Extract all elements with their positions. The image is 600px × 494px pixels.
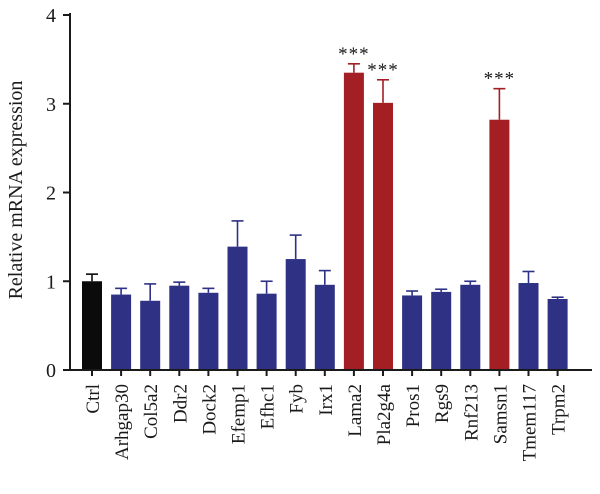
significance-label: *** — [338, 44, 370, 65]
y-tick-label: 4 — [46, 5, 56, 27]
x-tick-label: Pros1 — [403, 384, 424, 427]
bar-arhgap30 — [111, 294, 132, 370]
bar-dock2 — [198, 292, 219, 370]
x-axis-ticks: Ctrl Arhgap30 Col5a2 Ddr2 Dock2 Efemp1 Efhc1 Fy… — [83, 370, 570, 461]
x-tick-label: Ctrl — [83, 384, 104, 414]
x-tick-label: Efhc1 — [258, 384, 279, 429]
x-tick-label: Dock2 — [199, 384, 220, 435]
bar-pros1 — [402, 295, 423, 370]
x-tick-label: Tmem117 — [520, 384, 541, 461]
bar-irx1 — [314, 284, 335, 370]
y-tick-label: 2 — [46, 183, 56, 205]
y-tick-label: 3 — [46, 94, 56, 116]
bar-col5a2 — [140, 300, 161, 370]
bar-tmem117 — [518, 283, 539, 370]
x-tick-label: Rnf213 — [461, 384, 482, 441]
bar-pla2g4a — [373, 102, 393, 371]
significance-label: *** — [484, 69, 516, 90]
bar-rnf213 — [460, 284, 481, 370]
x-tick-label: Ddr2 — [170, 384, 191, 423]
bar-efemp1 — [227, 246, 248, 370]
bar-rgs9 — [431, 291, 452, 370]
significance-markers: ****** *** — [338, 44, 516, 90]
y-axis-label: Relative mRNA expression — [5, 81, 27, 300]
x-tick-label: Rgs9 — [432, 384, 453, 423]
bar-trpm2 — [547, 299, 568, 370]
x-tick-label: Samsn1 — [490, 384, 511, 444]
bars — [82, 72, 568, 371]
y-tick-label: 0 — [46, 360, 56, 382]
x-tick-label: Irx1 — [316, 384, 337, 416]
x-tick-label: Efemp1 — [229, 384, 250, 444]
y-tick-label: 1 — [46, 271, 56, 293]
bar-samsn1 — [489, 119, 510, 370]
significance-label: *** — [367, 60, 399, 81]
x-tick-label: Arhgap30 — [112, 384, 133, 460]
error-bars — [86, 63, 564, 301]
y-axis-ticks: 0 1 2 3 4 — [46, 5, 70, 382]
x-tick-label: Pla2g4a — [374, 383, 395, 445]
bar-ctrl — [82, 281, 102, 370]
bar-lama2 — [343, 72, 364, 370]
bar-efhc1 — [256, 293, 277, 370]
x-tick-label: Trpm2 — [549, 384, 570, 435]
bar-fyb — [285, 259, 306, 370]
x-tick-label: Col5a2 — [141, 384, 162, 439]
x-tick-label: Fyb — [287, 384, 308, 414]
bar-ddr2 — [169, 285, 190, 370]
x-tick-label: Lama2 — [345, 384, 366, 437]
